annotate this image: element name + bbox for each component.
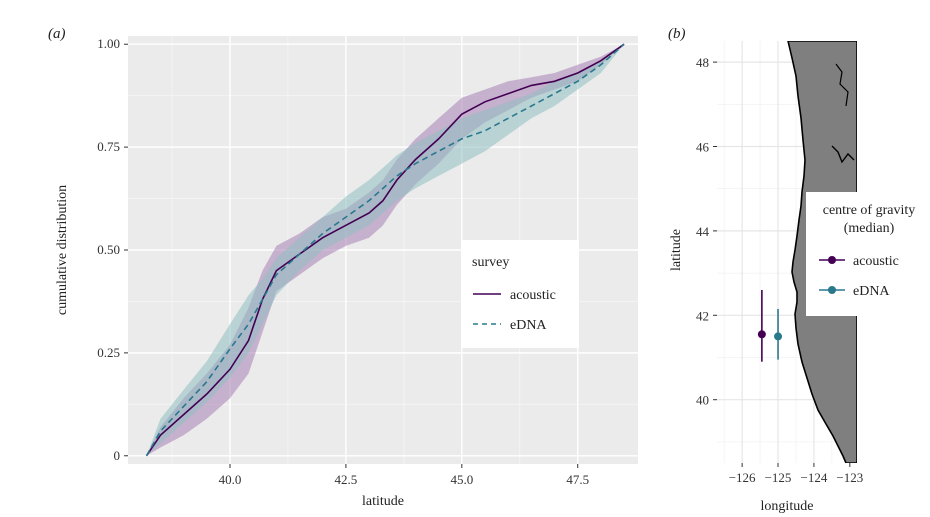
map-y-tick-label: 48: [696, 55, 709, 70]
legend-label-edna: eDNA: [510, 318, 547, 333]
panel-a-y-axis-title: cumulative distribution: [55, 185, 70, 315]
map-x-tick-label: −125: [765, 470, 792, 485]
panel-b-y-axis-title: latitude: [669, 229, 684, 271]
panel-a-series-lines: [145, 43, 625, 457]
panel-b-label: (b): [668, 26, 686, 42]
map-y-tick-label: 44: [696, 224, 710, 239]
panel-b-legend-title-line1: centre of gravity: [823, 203, 916, 218]
panel-a-legend: survey acoustic eDNA: [461, 240, 579, 348]
panel-b-x-axis-title: longitude: [761, 499, 814, 514]
panel-b-x-axis: −126 −125 −124 −123: [729, 463, 863, 485]
panel-a-label: (a): [48, 26, 66, 42]
panel-a-y-axis: 0 0.25 0.50 0.75 1.00: [97, 36, 128, 463]
panel-a-x-axis: 40.0 42.5 45.0 47.5: [219, 464, 589, 487]
y-tick-label: 1.00: [97, 36, 120, 51]
panel-b-y-axis: 40 42 44 46 48: [696, 55, 717, 408]
legend-label-acoustic: acoustic: [510, 288, 556, 303]
map-y-tick-label: 40: [696, 393, 709, 408]
panel-a-confidence-bands: [146, 44, 625, 456]
panel-a-x-axis-title: latitude: [362, 494, 404, 509]
island-outline: [835, 63, 849, 107]
confidence-band-acoustic: [146, 44, 625, 456]
y-tick-label: 0.75: [97, 139, 120, 154]
map-x-tick-label: −123: [836, 470, 863, 485]
panel-b-legend-label-edna: eDNA: [853, 284, 890, 299]
map-y-tick-label: 42: [696, 308, 709, 323]
panel-b-centre-of-gravity-points: [757, 289, 783, 362]
legend-key-acoustic-point: [828, 256, 836, 264]
map-x-tick-label: −124: [801, 470, 828, 485]
map-y-tick-label: 46: [696, 140, 710, 155]
confidence-band-edna: [146, 44, 625, 456]
y-tick-label: 0.25: [97, 345, 120, 360]
legend-key-edna-point: [828, 286, 836, 294]
map-x-tick-label: −126: [729, 470, 756, 485]
x-tick-label: 40.0: [219, 472, 242, 487]
panel-b-legend-title-line2: (median): [844, 221, 895, 236]
panel-b-legend-label-acoustic: acoustic: [853, 254, 899, 269]
y-tick-label: 0.50: [97, 242, 120, 257]
centre-of-gravity-point-acoustic: [757, 330, 766, 339]
panel-b-legend: centre of gravity (median) acoustic eDNA: [806, 192, 930, 316]
panel-a: (a) 40.0 42.5 45.0 47.5 0 0.25 0.50 0.75 1.00 l…: [48, 26, 638, 509]
series-line-edna: [145, 43, 625, 457]
x-tick-label: 47.5: [566, 472, 589, 487]
panel-b: (b) −126 −125 −124 −123 40 42 44 46 48 longitud…: [668, 26, 930, 514]
centre-of-gravity-point-edna: [774, 332, 783, 341]
y-tick-label: 0: [114, 448, 121, 463]
inland-water-outline: [831, 145, 855, 164]
series-line-acoustic: [145, 43, 625, 457]
panel-b-legend-box: [806, 192, 930, 316]
x-tick-label: 45.0: [450, 472, 473, 487]
panel-a-legend-title: survey: [472, 255, 509, 270]
x-tick-label: 42.5: [335, 472, 358, 487]
